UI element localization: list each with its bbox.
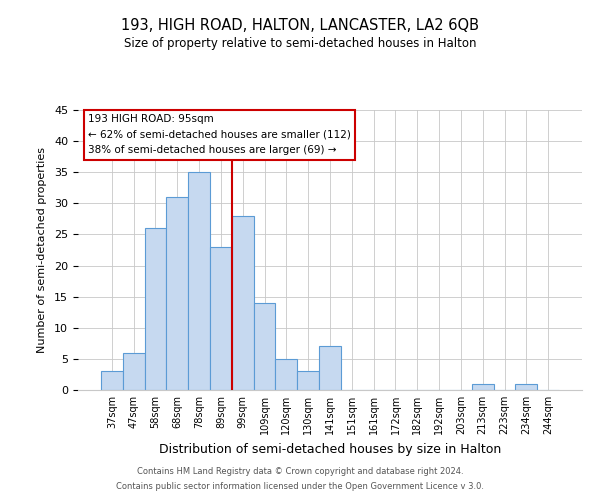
Text: Size of property relative to semi-detached houses in Halton: Size of property relative to semi-detach… [124, 38, 476, 51]
Bar [145, 228, 166, 390]
Text: 193 HIGH ROAD: 95sqm
← 62% of semi-detached houses are smaller (112)
38% of semi: 193 HIGH ROAD: 95sqm ← 62% of semi-detac… [88, 114, 351, 156]
Bar [515, 384, 537, 390]
Bar [232, 216, 254, 390]
Bar [319, 346, 341, 390]
Text: Contains HM Land Registry data © Crown copyright and database right 2024.: Contains HM Land Registry data © Crown c… [137, 467, 463, 476]
Bar [188, 172, 210, 390]
Y-axis label: Number of semi-detached properties: Number of semi-detached properties [37, 147, 47, 353]
Bar [275, 359, 297, 390]
Text: 193, HIGH ROAD, HALTON, LANCASTER, LA2 6QB: 193, HIGH ROAD, HALTON, LANCASTER, LA2 6… [121, 18, 479, 32]
Bar [254, 303, 275, 390]
Bar [101, 372, 123, 390]
Bar [210, 247, 232, 390]
Bar [166, 197, 188, 390]
Bar [472, 384, 494, 390]
Bar [297, 372, 319, 390]
Bar [123, 352, 145, 390]
X-axis label: Distribution of semi-detached houses by size in Halton: Distribution of semi-detached houses by … [159, 442, 501, 456]
Text: Contains public sector information licensed under the Open Government Licence v : Contains public sector information licen… [116, 482, 484, 491]
